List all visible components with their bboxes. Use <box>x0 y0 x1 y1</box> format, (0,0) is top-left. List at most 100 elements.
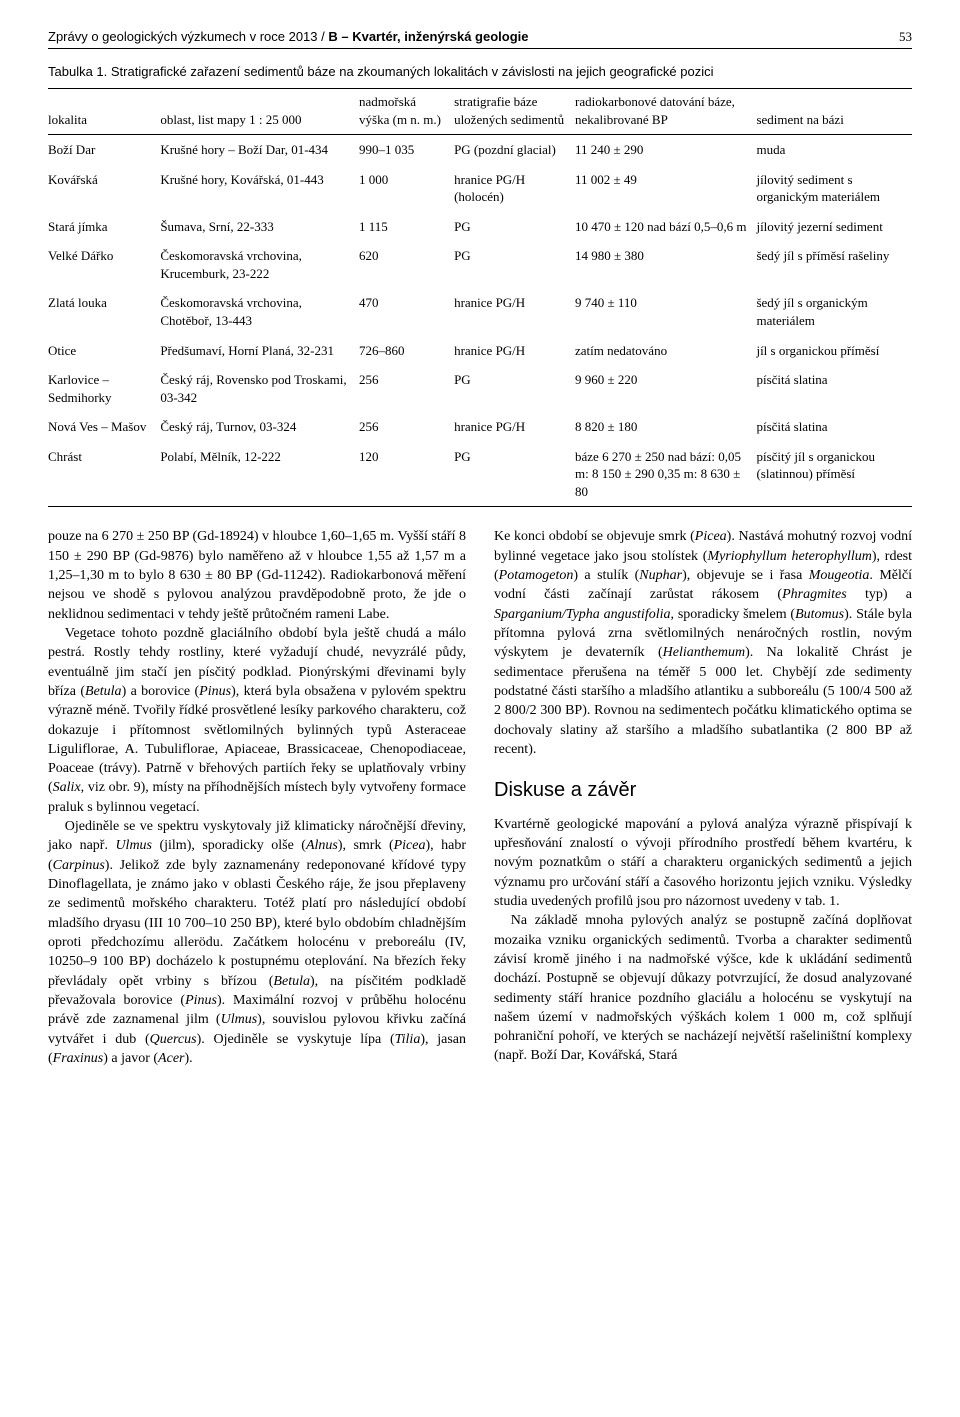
table-cell: zatím nedatováno <box>575 336 756 366</box>
table-cell: hranice PG/H <box>454 288 575 335</box>
table-row: Zlatá loukaČeskomoravská vrchovina, Chot… <box>48 288 912 335</box>
table-cell: Stará jímka <box>48 212 160 242</box>
table-cell: PG <box>454 365 575 412</box>
col-datovani: radiokarbonové datování báze, nekalibrov… <box>575 89 756 135</box>
stratigraphy-table: lokalita oblast, list mapy 1 : 25 000 na… <box>48 88 912 507</box>
table-row: Karlovice – SedmihorkyČeský ráj, Rovensk… <box>48 365 912 412</box>
table-cell: 9 740 ± 110 <box>575 288 756 335</box>
text: ). Na lokalitě Chrást je sedimentace pře… <box>494 645 912 757</box>
taxon: Tilia <box>395 1032 421 1047</box>
table-row: KovářskáKrušné hory, Kovářská, 01-4431 0… <box>48 165 912 212</box>
taxon: Potamogeton <box>499 568 574 583</box>
table-cell: šedý jíl s organickým materiálem <box>756 288 912 335</box>
text: ). <box>184 1051 192 1066</box>
taxon: Phragmites <box>782 587 847 602</box>
table-row: Stará jímkaŠumava, Srní, 22-3331 115PG10… <box>48 212 912 242</box>
text: typ) a <box>847 587 912 602</box>
table-cell: hranice PG/H <box>454 336 575 366</box>
table-cell: Českomoravská vrchovina, Chotěboř, 13-44… <box>160 288 359 335</box>
text: ) a stulík ( <box>573 568 639 583</box>
text: , viz obr. 9), místy na příhodnějších mí… <box>48 780 466 814</box>
taxon: Quercus <box>150 1032 197 1047</box>
table-cell: 256 <box>359 365 454 412</box>
journal-title-plain: Zprávy o geologických výzkumech v roce 2… <box>48 29 328 44</box>
table-body: Boží DarKrušné hory – Boží Dar, 01-43499… <box>48 135 912 507</box>
table-cell: 620 <box>359 241 454 288</box>
body-columns: pouze na 6 270 ± 250 BP (Gd-18924) v hlo… <box>48 527 912 1068</box>
table-cell: PG <box>454 212 575 242</box>
table-cell: 8 820 ± 180 <box>575 412 756 442</box>
table-cell: Karlovice – Sedmihorky <box>48 365 160 412</box>
taxon: Butomus <box>795 607 844 622</box>
journal-title: Zprávy o geologických výzkumech v roce 2… <box>48 28 529 46</box>
text: pouze na 6 270 ± 250 BP (Gd-18924) v hlo… <box>48 529 466 621</box>
col-vyska: nadmořská výška (m n. m.) <box>359 89 454 135</box>
table-cell: 990–1 035 <box>359 135 454 165</box>
table-cell: Kovářská <box>48 165 160 212</box>
table-cell: hranice PG/H (holocén) <box>454 165 575 212</box>
text: ), která byla obsažena v pylovém spektru… <box>48 684 466 796</box>
col-oblast: oblast, list mapy 1 : 25 000 <box>160 89 359 135</box>
table-caption: Tabulka 1. Stratigrafické zařazení sedim… <box>48 63 912 81</box>
text: ). Jelikož zde byly zaznamenány redepono… <box>48 858 466 989</box>
table-cell: 14 980 ± 380 <box>575 241 756 288</box>
taxon: Mougeotia <box>809 568 870 583</box>
col-sediment: sediment na bázi <box>756 89 912 135</box>
taxon: Ulmus <box>221 1012 258 1027</box>
table-cell: Český ráj, Rovensko pod Troskami, 03-342 <box>160 365 359 412</box>
table-cell: Český ráj, Turnov, 03-324 <box>160 412 359 442</box>
table-cell: písčitá slatina <box>756 412 912 442</box>
running-header: Zprávy o geologických výzkumech v roce 2… <box>48 28 912 49</box>
taxon: Picea <box>695 529 727 544</box>
paragraph: Vegetace tohoto pozdně glaciálního obdob… <box>48 624 466 817</box>
taxon: Nuphar <box>639 568 682 583</box>
table-cell: Chrást <box>48 442 160 507</box>
text: ), objevuje se i řasa <box>682 568 809 583</box>
table-row: OticePředšumaví, Horní Planá, 32-231726–… <box>48 336 912 366</box>
table-cell: 10 470 ± 120 nad bází 0,5–0,6 m <box>575 212 756 242</box>
paragraph: pouze na 6 270 ± 250 BP (Gd-18924) v hlo… <box>48 527 466 624</box>
text: ) a borovice ( <box>122 684 200 699</box>
text: Ke konci období se objevuje smrk ( <box>494 529 695 544</box>
taxon: Picea <box>394 838 426 853</box>
table-cell: Boží Dar <box>48 135 160 165</box>
table-cell: jílovitý jezerní sediment <box>756 212 912 242</box>
table-row: ChrástPolabí, Mělník, 12-222120PGbáze 6 … <box>48 442 912 507</box>
table-cell: Krušné hory, Kovářská, 01-443 <box>160 165 359 212</box>
taxon: Carpinus <box>53 858 105 873</box>
discussion-heading: Diskuse a závěr <box>494 777 912 805</box>
table-cell: Českomoravská vrchovina, Krucemburk, 23-… <box>160 241 359 288</box>
text: , sporadicky šmelem ( <box>671 607 796 622</box>
journal-section: B – Kvartér, inženýrská geologie <box>328 29 528 44</box>
table-cell: Šumava, Srní, 22-333 <box>160 212 359 242</box>
taxon: Fraxinus <box>53 1051 104 1066</box>
table-cell: 11 002 ± 49 <box>575 165 756 212</box>
taxon: Ulmus <box>115 838 152 853</box>
table-row: Nová Ves – MašovČeský ráj, Turnov, 03-32… <box>48 412 912 442</box>
taxon: Betula <box>273 974 310 989</box>
table-cell: písčitý jíl s organickou (slatinnou) pří… <box>756 442 912 507</box>
text: ) a javor ( <box>103 1051 158 1066</box>
table-cell: šedý jíl s příměsí rašeliny <box>756 241 912 288</box>
taxon: Pinus <box>199 684 231 699</box>
table-cell: 120 <box>359 442 454 507</box>
table-cell: Otice <box>48 336 160 366</box>
table-cell: Krušné hory – Boží Dar, 01-434 <box>160 135 359 165</box>
text: ). Ojediněle se vyskytuje lípa ( <box>197 1032 395 1047</box>
table-cell: 1 000 <box>359 165 454 212</box>
table-cell: hranice PG/H <box>454 412 575 442</box>
table-row: Velké DářkoČeskomoravská vrchovina, Kruc… <box>48 241 912 288</box>
taxon: Pinus <box>185 993 217 1008</box>
paragraph: Na základě mnoha pylových analýz se post… <box>494 911 912 1066</box>
table-cell: Polabí, Mělník, 12-222 <box>160 442 359 507</box>
table-cell: PG (pozdní glacial) <box>454 135 575 165</box>
table-cell: Nová Ves – Mašov <box>48 412 160 442</box>
paragraph: Ojediněle se ve spektru vyskytovaly již … <box>48 817 466 1068</box>
taxon: Sparganium/Typha angustifolia <box>494 607 671 622</box>
page-number: 53 <box>899 28 912 46</box>
table-header-row: lokalita oblast, list mapy 1 : 25 000 na… <box>48 89 912 135</box>
col-lokalita: lokalita <box>48 89 160 135</box>
table-cell: PG <box>454 241 575 288</box>
table-cell: 256 <box>359 412 454 442</box>
table-row: Boží DarKrušné hory – Boží Dar, 01-43499… <box>48 135 912 165</box>
